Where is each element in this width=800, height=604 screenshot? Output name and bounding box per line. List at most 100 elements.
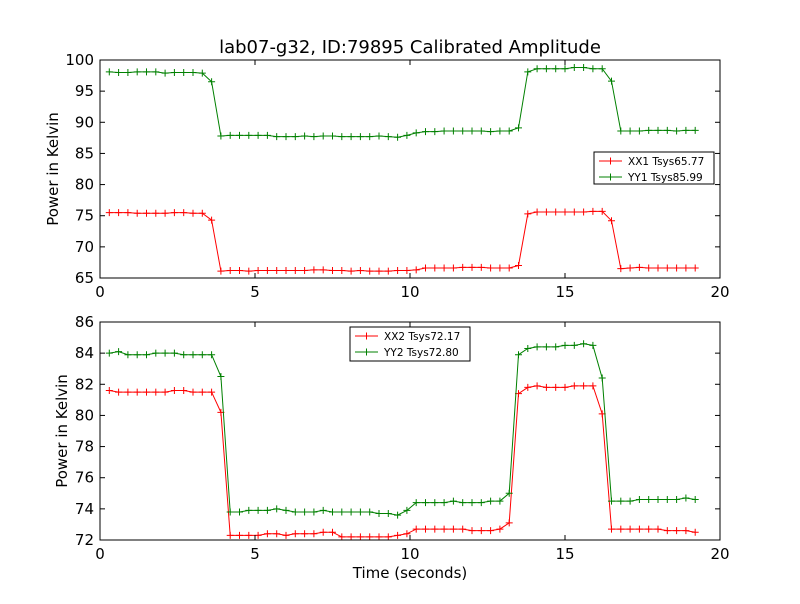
plot1-y-tick-label: 75 (75, 207, 94, 225)
plot2-series-2-point (552, 343, 560, 351)
plot1-series-2-point (449, 127, 457, 135)
plot1-series-2-line (109, 66, 696, 138)
plot2-series-1-point (366, 533, 374, 541)
plot1-series-1-point (282, 267, 290, 275)
plot1-series-2-point (496, 127, 504, 135)
plot2-series-2-point (226, 508, 234, 516)
plot2-series-2-point (598, 374, 606, 382)
plot1-series-2-point (663, 126, 671, 134)
plot1-series-2-point (198, 69, 206, 77)
plot2-x-tick-label: 10 (400, 545, 419, 563)
plot1-series-1-line (109, 210, 696, 272)
plot2-series-2-point (654, 496, 662, 504)
plot2-series-1-point (356, 533, 364, 541)
plot1-series-1-point (691, 264, 699, 272)
plot2-series-2-point (496, 497, 504, 505)
plot1-legend-swatch-marker (607, 173, 614, 181)
plot2-series-2-point (161, 349, 169, 357)
plot1-series-1-point (505, 264, 513, 272)
plot2-series-2-point (310, 508, 318, 516)
bottom-xlabel: Time (seconds) (352, 564, 468, 582)
top-title: lab07-g32, ID:79895 Calibrated Amplitude (219, 37, 601, 58)
plot1-series-2-point (133, 68, 141, 76)
plot2-series-2-point (291, 508, 299, 516)
plot2-series-2-point (133, 351, 141, 359)
plot2-series-1-point (161, 388, 169, 396)
plot1-x-tick-label: 20 (710, 283, 729, 301)
plot2-series-2-point (515, 351, 522, 359)
plot2-legend-label: YY2 Tsys72.80 (383, 347, 459, 359)
plot2-series-1-point (608, 525, 615, 533)
plot2-series-2-point (254, 506, 262, 514)
plot1-series-1-point (431, 264, 439, 272)
plot1-series-1-point (561, 208, 569, 216)
plot1-series-2-point (375, 132, 383, 140)
plot1-series-1-point (161, 209, 169, 217)
plot1-series-1-point (384, 267, 392, 275)
plot1-series-1-point (263, 267, 271, 275)
plot2-series-2-point (236, 508, 243, 516)
plot2-x-tick-label: 5 (250, 545, 260, 563)
plot1-series-2-point (180, 68, 188, 76)
plot1-series-2-point (422, 128, 429, 136)
plot2-series-1-point (152, 388, 160, 396)
plot2-series-2-point (449, 497, 457, 505)
plot1-y-tick-label: 90 (75, 113, 94, 131)
plot2-y-tick-label: 82 (75, 375, 94, 393)
plot2-series-1-point (561, 383, 569, 391)
plot1-series-1-point (580, 208, 588, 216)
plot2-series-1-point (654, 525, 662, 533)
plot2-series-1-point (319, 528, 327, 536)
plot1-series-2-point (291, 133, 299, 141)
plot2-series-1-line (109, 385, 696, 538)
plot1-series-1-point (673, 264, 681, 272)
plot1-series-2-point (570, 63, 578, 71)
plot2-series-2-point (403, 506, 411, 514)
plot2-series-1-point (459, 525, 467, 533)
plot1-x-tick-label: 10 (400, 283, 419, 301)
plot1-series-2-point (105, 68, 113, 76)
plot1-series-1-point (124, 209, 132, 217)
plot2-series-2-point (105, 349, 113, 357)
plot1-series-2-point (143, 68, 150, 76)
top-subplot: lab07-g32, ID:79895 Calibrated Amplitude… (44, 37, 730, 301)
plot1-series-1-point (115, 209, 123, 217)
plot2-series-2-point (431, 499, 439, 507)
plot1-series-1-point (356, 267, 364, 275)
plot1-series-2-point (338, 133, 346, 141)
plot2-series-1-point (477, 527, 485, 535)
plot2-series-1-point (440, 525, 448, 533)
plot1-series-2-point (217, 132, 225, 140)
plot1-series-1-point (143, 209, 150, 217)
top-plot-area: 0 5 10 15 20 65 70 75 80 85 90 95 100 XX1 Tsys65.77 YY… (65, 51, 729, 301)
plot2-series-2-point (170, 349, 178, 357)
plot1-series-1-point (533, 208, 541, 216)
plot2-legend-swatch-marker (363, 332, 370, 340)
plot1-series-2-point (161, 69, 169, 77)
plot2-series-1-point (626, 525, 634, 533)
plot1-series-1-point (310, 266, 318, 274)
plot1-series-2-point (254, 131, 262, 139)
plot1-series-1-point (515, 262, 522, 270)
plot2-series-1-point (273, 530, 281, 538)
plot1-series-2-point (440, 127, 448, 135)
plot1-series-1-point (375, 267, 383, 275)
plot1-legend-label: XX1 Tsys65.77 (628, 156, 704, 168)
plot1-series-2-point (319, 132, 327, 140)
plot2-series-2-point (180, 351, 188, 359)
plot2-series-2-point (282, 506, 290, 514)
plot1-series-2-point (608, 77, 615, 85)
plot2-series-1-point (673, 527, 681, 535)
plot2-series-2-point (208, 351, 216, 359)
plot2-series-2-point (617, 497, 625, 505)
plot2-series-2-point (505, 489, 513, 497)
plot2-series-1-point (180, 387, 188, 395)
plot1-series-1-point (245, 267, 253, 275)
plot1-series-1-point (412, 266, 420, 274)
plot1-series-1-point (152, 209, 160, 217)
plot1-series-1-point (682, 264, 690, 272)
plot2-series-2-point (115, 348, 123, 356)
plot1-series-1-point (440, 264, 448, 272)
plot1-series-2-point (282, 133, 290, 141)
plot2-series-2-point (319, 506, 327, 514)
